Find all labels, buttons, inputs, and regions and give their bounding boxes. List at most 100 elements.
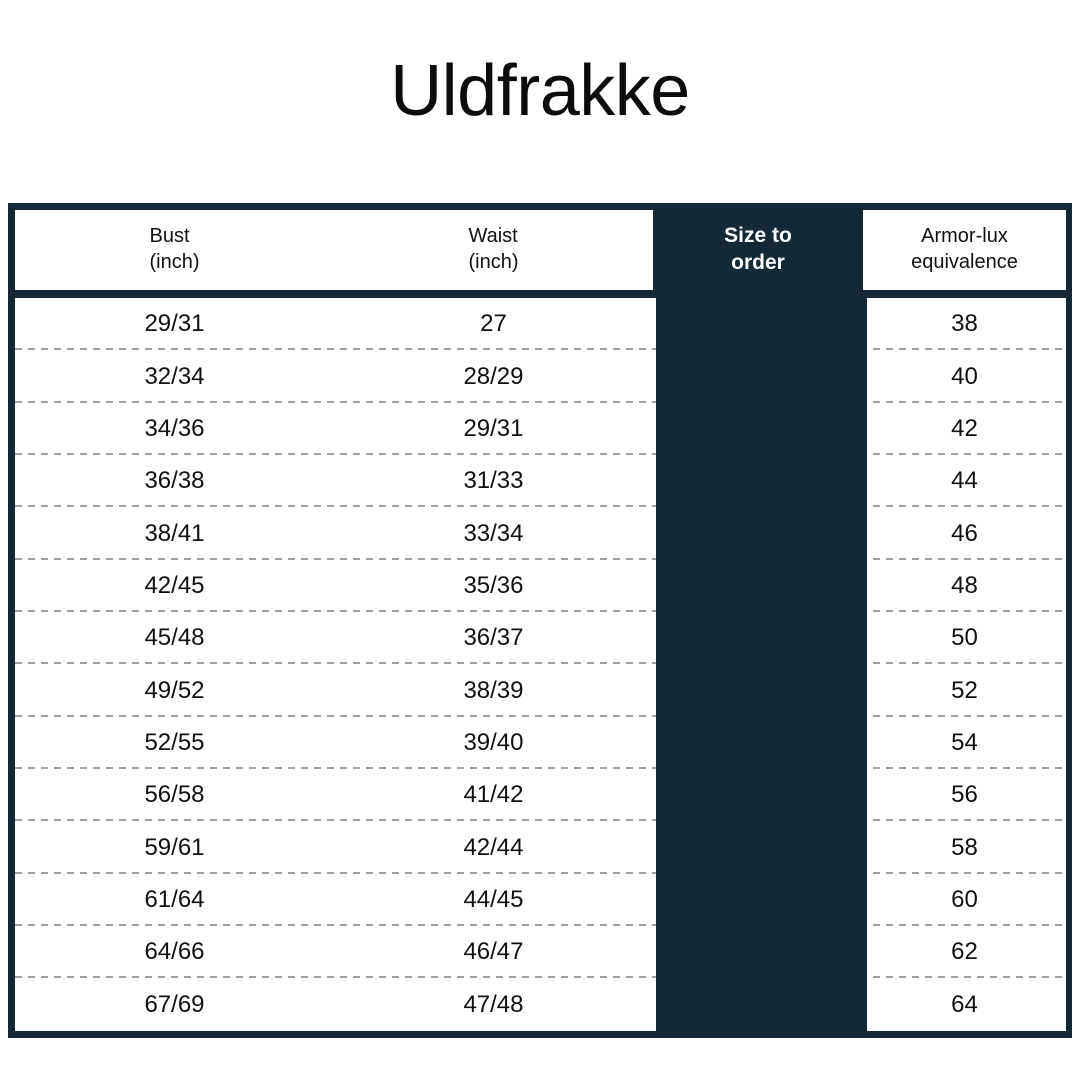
row-cell-equivalence: 54 bbox=[862, 716, 1066, 770]
row-cell-waist: 42/44 bbox=[333, 821, 653, 874]
row-cell-bust: 38/41 bbox=[15, 507, 334, 560]
row-cell-waist: 39/40 bbox=[333, 716, 653, 770]
header-waist-line1: Waist bbox=[468, 225, 518, 248]
header-cell-size-to-order: Size to order bbox=[652, 210, 863, 290]
row-cell-waist-value: 47/48 bbox=[463, 990, 524, 1018]
row-cell-equivalence: 52 bbox=[862, 664, 1066, 717]
row-cell-size-value: XL bbox=[742, 572, 773, 599]
row-cell-bust: 42/45 bbox=[15, 559, 334, 613]
table-row: 45/48 36/37 XXL 50 bbox=[15, 612, 1066, 665]
row-cell-size-value: 6XL bbox=[736, 834, 780, 861]
row-cell-waist: 41/42 bbox=[333, 769, 653, 822]
row-cell-size: 9XL bbox=[652, 978, 863, 1031]
row-cell-equivalence-value: 64 bbox=[951, 990, 978, 1018]
row-cell-equivalence-value: 60 bbox=[951, 885, 978, 913]
header-waist-line2: (inch) bbox=[468, 251, 519, 273]
header-size-line1: Size to bbox=[724, 224, 792, 248]
row-cell-bust: 56/58 bbox=[15, 769, 334, 822]
table-row: 61/64 44/45 7XL 60 bbox=[15, 873, 1066, 927]
row-cell-waist-value: 42/44 bbox=[463, 833, 524, 861]
row-cell-waist: 31/33 bbox=[333, 455, 653, 508]
row-cell-size: S bbox=[652, 402, 863, 456]
row-cell-equivalence-value: 50 bbox=[951, 624, 978, 652]
row-cell-equivalence-value: 54 bbox=[951, 728, 978, 756]
row-cell-equivalence: 58 bbox=[862, 821, 1066, 874]
row-cell-size-value: 9XL bbox=[736, 991, 780, 1018]
row-cell-bust: 64/66 bbox=[15, 926, 334, 979]
table-row: 36/38 31/33 M 44 bbox=[15, 455, 1066, 508]
row-cell-waist-value: 27 bbox=[480, 310, 507, 338]
size-chart-table: Bust (inch) Waist (inch) Size to bbox=[8, 203, 1072, 1038]
row-cell-size-value: XXS bbox=[734, 310, 782, 337]
row-cell-equivalence: 62 bbox=[862, 926, 1066, 979]
row-cell-size-value: 5XL bbox=[736, 781, 780, 808]
header-bust-line2: (inch) bbox=[149, 251, 200, 273]
row-cell-bust-value: 34/36 bbox=[144, 414, 205, 442]
row-cell-size: 8XL bbox=[652, 926, 863, 979]
row-cell-equivalence-value: 40 bbox=[951, 362, 978, 390]
row-cell-bust: 29/31 bbox=[15, 298, 334, 351]
row-cell-equivalence: 60 bbox=[862, 873, 1066, 927]
row-cell-size-value: XXXL bbox=[727, 677, 789, 704]
header-cell-armor-lux-equivalence: Armor-lux equivalence bbox=[862, 210, 1066, 290]
row-cell-equivalence-value: 58 bbox=[951, 833, 978, 861]
table-row: 59/61 42/44 6XL 58 bbox=[15, 821, 1066, 875]
row-cell-equivalence-value: 38 bbox=[951, 310, 978, 338]
row-cell-size-value: 8XL bbox=[736, 938, 780, 965]
row-cell-waist: 44/45 bbox=[333, 873, 653, 927]
row-cell-bust-value: 67/69 bbox=[144, 990, 205, 1018]
row-cell-bust-value: 32/34 bbox=[144, 362, 205, 390]
row-cell-size: M bbox=[652, 455, 863, 508]
row-cell-size: L bbox=[652, 507, 863, 560]
row-cell-equivalence: 40 bbox=[862, 350, 1066, 403]
table-row: 34/36 29/31 S 42 bbox=[15, 402, 1066, 456]
header-divider bbox=[15, 290, 1066, 298]
header-equiv-line1: Armor-lux bbox=[921, 225, 1008, 248]
row-cell-size-value: XXL bbox=[735, 624, 781, 651]
row-cell-bust-value: 56/58 bbox=[144, 781, 205, 809]
table-row: 52/55 39/40 4XL 54 bbox=[15, 716, 1066, 770]
row-cell-bust-value: 64/66 bbox=[144, 938, 205, 966]
row-cell-equivalence: 48 bbox=[862, 559, 1066, 613]
row-cell-size-value: M bbox=[748, 467, 768, 494]
row-cell-bust: 61/64 bbox=[15, 873, 334, 927]
row-cell-size: XXS bbox=[652, 298, 863, 351]
row-cell-size-value: L bbox=[750, 520, 766, 547]
row-cell-waist-value: 41/42 bbox=[463, 781, 524, 809]
row-cell-bust-value: 61/64 bbox=[144, 885, 205, 913]
row-cell-equivalence: 44 bbox=[862, 455, 1066, 508]
row-cell-waist: 29/31 bbox=[333, 402, 653, 456]
header-equiv-line2: equivalence bbox=[911, 251, 1018, 273]
row-cell-bust: 34/36 bbox=[15, 402, 334, 456]
header-size-line2: order bbox=[731, 251, 785, 274]
page-title: Uldfrakke bbox=[390, 51, 690, 131]
row-cell-equivalence-value: 62 bbox=[951, 938, 978, 966]
row-cell-waist-value: 38/39 bbox=[463, 676, 524, 704]
header-cell-bust: Bust (inch) bbox=[15, 210, 334, 290]
row-cell-bust-value: 29/31 bbox=[144, 310, 205, 338]
row-cell-size: 7XL bbox=[652, 873, 863, 927]
row-cell-waist: 28/29 bbox=[333, 350, 653, 403]
table-row: 64/66 46/47 8XL 62 bbox=[15, 926, 1066, 979]
row-cell-bust: 36/38 bbox=[15, 455, 334, 508]
row-cell-size-value: 7XL bbox=[736, 886, 780, 913]
row-cell-size: XXL bbox=[652, 612, 863, 665]
table-row: 67/69 47/48 9XL 64 bbox=[15, 978, 1066, 1031]
table-row: 56/58 41/42 5XL 56 bbox=[15, 769, 1066, 822]
row-cell-bust: 32/34 bbox=[15, 350, 334, 403]
row-cell-waist-value: 29/31 bbox=[463, 414, 524, 442]
row-cell-size: 5XL bbox=[652, 769, 863, 822]
row-cell-waist-value: 31/33 bbox=[463, 467, 524, 495]
table-header-row: Bust (inch) Waist (inch) Size to bbox=[15, 210, 1066, 290]
row-cell-bust-value: 52/55 bbox=[144, 728, 205, 756]
row-cell-waist: 35/36 bbox=[333, 559, 653, 613]
row-cell-equivalence-value: 52 bbox=[951, 676, 978, 704]
header-bust-line1: Bust bbox=[149, 225, 190, 248]
row-cell-size: 4XL bbox=[652, 716, 863, 770]
row-cell-equivalence-value: 56 bbox=[951, 781, 978, 809]
row-cell-waist: 47/48 bbox=[333, 978, 653, 1031]
table-row: 42/45 35/36 XL 48 bbox=[15, 559, 1066, 613]
row-cell-bust-value: 45/48 bbox=[144, 624, 205, 652]
row-cell-waist: 36/37 bbox=[333, 612, 653, 665]
